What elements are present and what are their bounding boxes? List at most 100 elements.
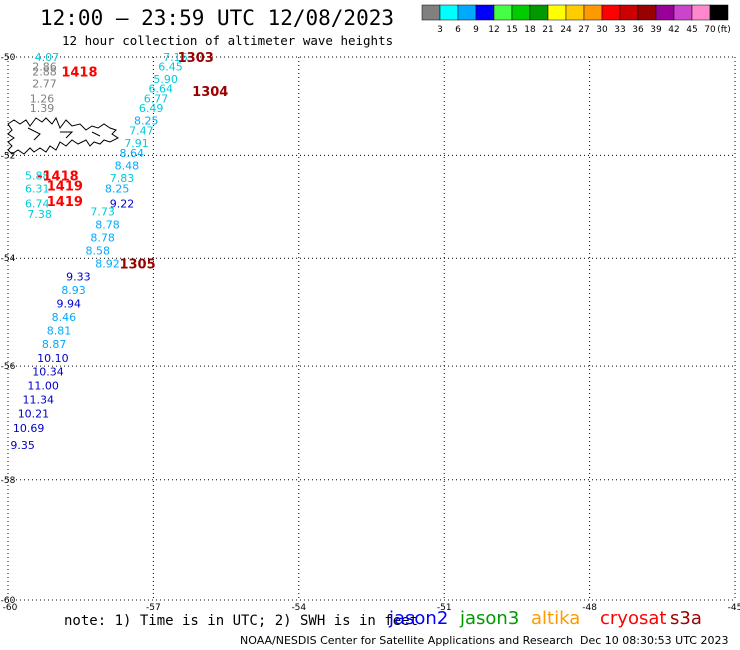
wave-height-value: 8.64 [119, 147, 143, 160]
mission-label-cryosat: cryosat [600, 608, 667, 629]
mission-label-jason3: jason3 [460, 608, 520, 629]
wave-height-value: 1.39 [30, 102, 54, 115]
track-label: 1304 [192, 85, 228, 100]
wave-height-value: 9.22 [110, 198, 135, 211]
legend-swatch [673, 4, 693, 21]
wave-height-value: 9.35 [10, 439, 35, 452]
wave-height-value: 7.47 [129, 124, 154, 137]
lon-tick-label: -57 [146, 603, 161, 613]
wave-height-value: 10.69 [13, 422, 44, 435]
wave-height-value: 7.16 [163, 51, 188, 64]
legend-swatch [637, 4, 657, 21]
wave-height-value: 10.34 [32, 366, 64, 379]
map-grid [7, 56, 736, 601]
lon-tick-label: -45 [728, 603, 740, 613]
track-label: 1418 [61, 65, 97, 80]
lon-tick-label: -60 [3, 603, 18, 613]
footer-note: note: 1) Time is in UTC; 2) SWH is in fe… [64, 613, 419, 629]
wave-height-value: 8.92 [95, 257, 120, 270]
wave-height-value: 6.45 [158, 61, 183, 74]
wave-height-value: 7.38 [27, 208, 51, 221]
wave-height-value: 2.86 [32, 61, 57, 74]
lon-tick-label: -54 [291, 603, 306, 613]
lon-tick-label: -48 [582, 603, 597, 613]
legend-swatch [655, 4, 675, 21]
legend-label: 18 [524, 25, 536, 35]
lat-tick-label: -54 [1, 254, 16, 264]
wave-height-value: 7.73 [90, 205, 115, 218]
legend-swatch [547, 4, 567, 21]
legend-swatch [565, 4, 585, 21]
falkland-islands-shape [7, 116, 119, 155]
wave-height-value: 8.25 [105, 182, 130, 195]
wave-height-value: 8.58 [86, 244, 111, 257]
wave-height-value: 8.78 [90, 231, 115, 244]
legend-label: 27 [578, 25, 589, 35]
legend-label: 9 [473, 25, 479, 35]
legend-label: 42 [668, 25, 679, 35]
wave-height-value: 6.77 [144, 92, 169, 105]
page-title: 12:00 – 23:59 UTC 12/08/2023 [40, 6, 395, 30]
wave-height-value: 8.46 [52, 311, 76, 324]
wave-height-value: 9.94 [56, 297, 81, 310]
legend-swatch [709, 4, 729, 21]
falkland-islands-coastline [7, 116, 119, 155]
legend-label: 30 [596, 25, 608, 35]
legend-swatch [511, 4, 531, 21]
falkland-inlet-1 [27, 127, 41, 141]
lat-tick-label: -60 [1, 596, 16, 606]
legend-label: 15 [506, 25, 517, 35]
wave-height-observations: 7.166.455.906.646.776.498.257.477.918.64… [10, 51, 187, 452]
legend-swatch [439, 4, 459, 21]
falkland-inlet-3 [91, 131, 101, 137]
credit-line: NOAA/NESDIS Center for Satellite Applica… [240, 634, 574, 647]
lat-tick-label: -56 [1, 362, 16, 372]
axis-tick-labels: -50 -52 -54 -56 -58 -60 -57 -54 -51 -48 -45 -60 [1, 53, 740, 613]
legend-swatch [493, 4, 513, 21]
legend-label: 70 [704, 25, 716, 35]
wave-height-value: 8.87 [42, 338, 67, 351]
wave-height-value: 1.26 [30, 92, 54, 105]
legend-swatch [421, 4, 441, 21]
lon-tick-label: -51 [437, 603, 452, 613]
lat-tick-label: -50 [1, 53, 16, 63]
legend-label: 6 [455, 25, 461, 35]
legend-swatch [583, 4, 603, 21]
wave-height-value: 9.33 [66, 271, 91, 284]
wave-height-value: 2.77 [32, 78, 57, 91]
legend-label: 24 [560, 25, 572, 35]
legend-label: 45 [686, 25, 697, 35]
wave-height-value: 11.00 [27, 380, 58, 393]
legend-label: 39 [650, 25, 662, 35]
wave-height-value: 8.48 [115, 159, 140, 172]
wave-height-value: 6.74 [25, 198, 50, 211]
wave-height-value: 8.81 [47, 324, 71, 337]
wave-height-value: 7.83 [110, 172, 135, 185]
color-legend: 3 6 9 12 15 18 21 24 27 30 33 36 39 42 45 70 (ft) [421, 4, 731, 35]
legend-swatch [475, 4, 495, 21]
track-label: 1419 [47, 180, 83, 195]
legend-swatch [457, 4, 477, 21]
page-subtitle: 12 hour collection of altimeter wave hei… [62, 33, 394, 48]
legend-label: 21 [542, 25, 553, 35]
lat-tick-label: -58 [1, 476, 16, 486]
mission-label-s3a: s3a [670, 608, 702, 629]
lat-tick-label: -52 [1, 151, 16, 161]
track-label: 1303 [178, 51, 214, 66]
wave-height-value: 10.21 [18, 408, 50, 421]
falkland-inlet-2 [60, 131, 74, 139]
legend-swatch [619, 4, 639, 21]
track-label: -1418 [37, 170, 79, 185]
legend-label: 3 [437, 25, 443, 35]
legend-unit: (ft) [717, 25, 731, 35]
wave-height-value: 4.07 [35, 51, 60, 64]
legend-swatch [529, 4, 549, 21]
wave-height-value: 7.91 [124, 137, 149, 150]
wave-height-value: 8.78 [95, 218, 120, 231]
legend-label: 12 [488, 25, 499, 35]
legend-label: 36 [632, 25, 644, 35]
track-label: 1305 [119, 257, 155, 272]
wave-height-value: 5.90 [153, 73, 178, 86]
